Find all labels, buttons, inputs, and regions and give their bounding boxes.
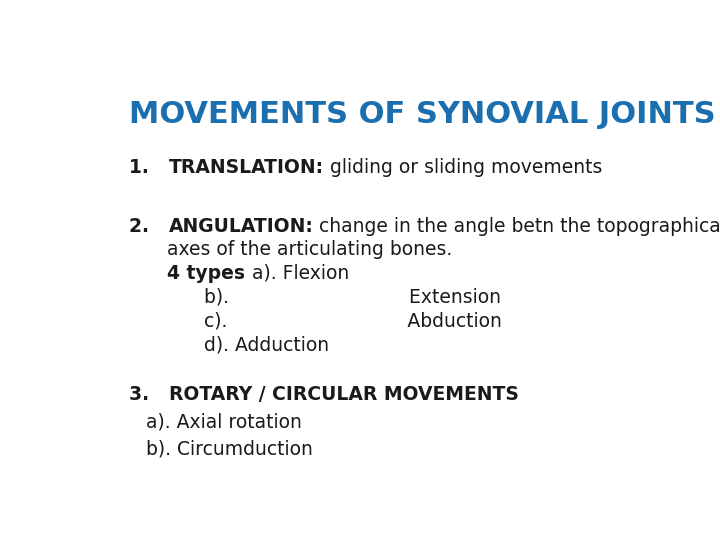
Text: c).                              Abduction: c). Abduction: [204, 312, 503, 330]
Text: 3.: 3.: [129, 385, 168, 404]
Text: axes of the articulating bones.: axes of the articulating bones.: [167, 240, 452, 259]
Text: a). Axial rotation: a). Axial rotation: [145, 413, 302, 432]
Text: change in the angle betn the topographical: change in the angle betn the topographic…: [313, 217, 720, 235]
Text: TRANSLATION:: TRANSLATION:: [168, 158, 323, 177]
Text: ROTARY / CIRCULAR MOVEMENTS: ROTARY / CIRCULAR MOVEMENTS: [168, 385, 518, 404]
Text: gliding or sliding movements: gliding or sliding movements: [323, 158, 602, 177]
Text: 4 types: 4 types: [167, 264, 251, 283]
Text: b). Circumduction: b). Circumduction: [145, 439, 312, 458]
Text: 1.: 1.: [129, 158, 168, 177]
Text: d). Adduction: d). Adduction: [204, 335, 330, 354]
Text: a). Flexion: a). Flexion: [251, 264, 348, 283]
Text: ANGULATION:: ANGULATION:: [168, 217, 313, 235]
Text: MOVEMENTS OF SYNOVIAL JOINTS: MOVEMENTS OF SYNOVIAL JOINTS: [129, 100, 716, 129]
Text: 2.: 2.: [129, 217, 168, 235]
Text: b).                              Extension: b). Extension: [204, 288, 501, 307]
